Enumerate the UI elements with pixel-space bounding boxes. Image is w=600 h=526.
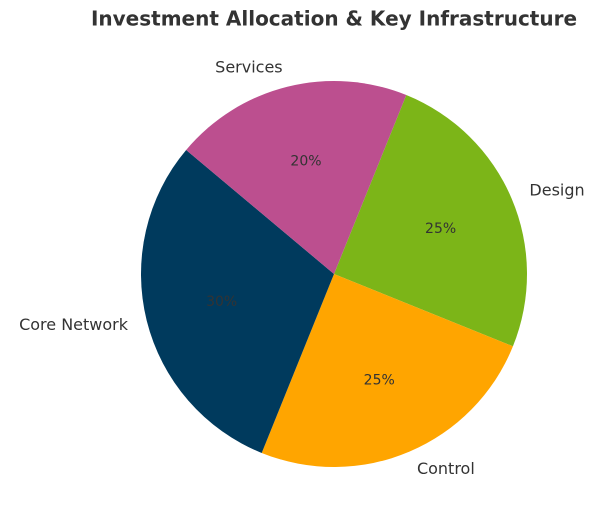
- value-label: 25%: [425, 221, 456, 237]
- slice-label: Core Network: [19, 315, 129, 334]
- pie-slice: [186, 81, 407, 274]
- pie-slice: [334, 95, 527, 347]
- pie-slice: [141, 149, 334, 453]
- slice-label: Services: [215, 58, 282, 77]
- value-label: 25%: [364, 373, 395, 389]
- slice-label: Design: [529, 181, 584, 200]
- chart-title: Investment Allocation & Key Infrastructu…: [91, 7, 577, 31]
- slice-label: Control: [417, 459, 475, 478]
- value-label: 20%: [290, 154, 321, 170]
- pie-slice: [261, 274, 513, 467]
- value-label: 30%: [206, 294, 237, 310]
